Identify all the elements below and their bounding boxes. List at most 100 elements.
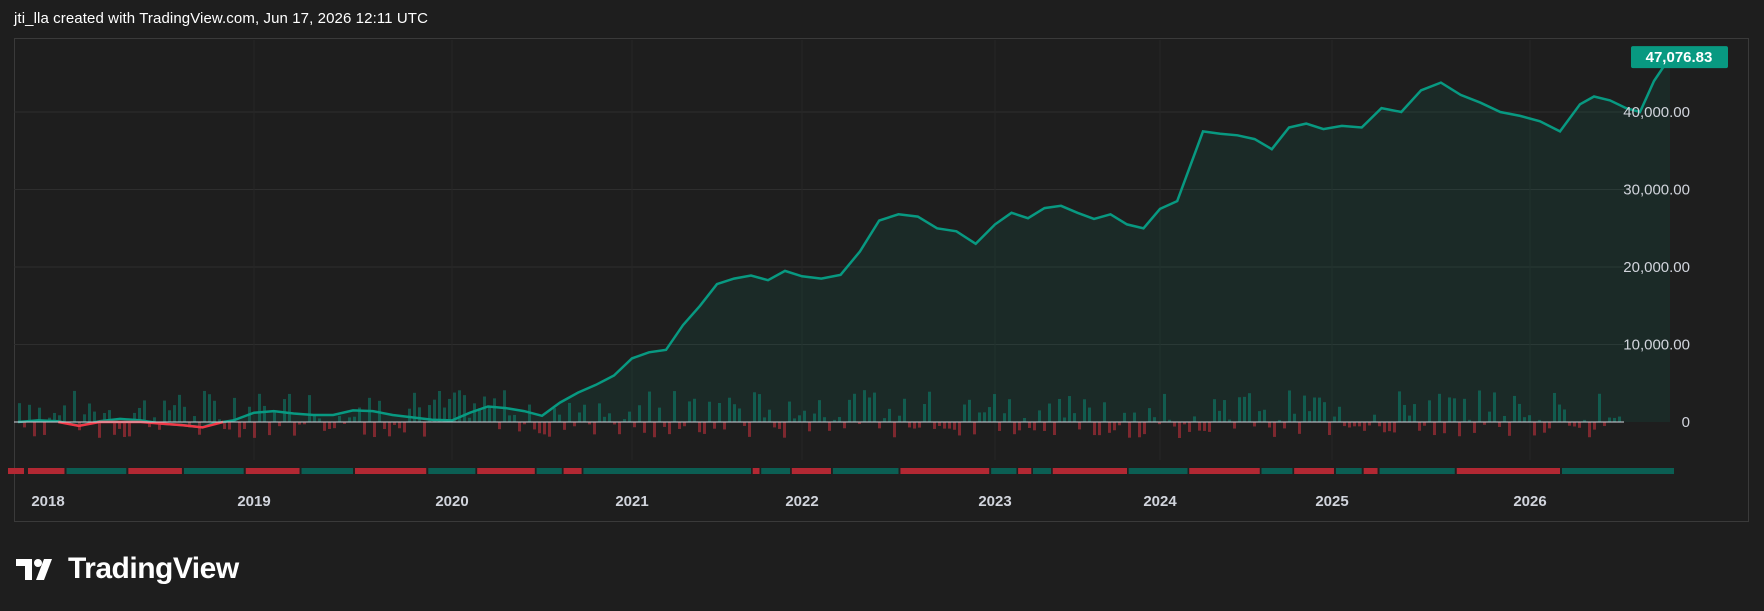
pnl-bar-down <box>198 422 201 435</box>
pnl-bar-down <box>1363 422 1366 431</box>
pnl-bar-down <box>243 422 246 430</box>
pnl-bar-up <box>163 400 166 422</box>
pnl-bar-up <box>203 390 206 422</box>
equity-area <box>18 57 1670 428</box>
pnl-bar-up <box>1218 410 1221 422</box>
pnl-bar-down <box>643 422 646 433</box>
pnl-bar-up <box>1413 404 1416 422</box>
pnl-bar-down <box>698 422 701 433</box>
pnl-bar-down <box>423 422 426 437</box>
pnl-bar-up <box>208 394 211 422</box>
pnl-bar-down <box>668 422 671 435</box>
pnl-bar-down <box>683 422 686 427</box>
period-segment-down <box>1294 468 1334 474</box>
pnl-bar-up <box>1168 419 1171 422</box>
x-tick-label: 2023 <box>978 493 1011 510</box>
pnl-bar-down <box>1543 422 1546 433</box>
pnl-bar-down <box>588 422 591 425</box>
pnl-bar-down <box>333 422 336 429</box>
pnl-bar-up <box>63 405 66 422</box>
pnl-bar-down <box>1433 422 1436 436</box>
pnl-bar-up <box>1598 393 1601 422</box>
pnl-bar-up <box>1553 392 1556 422</box>
tradingview-logo[interactable]: TradingView <box>16 552 239 586</box>
pnl-bar-down <box>1348 422 1351 428</box>
pnl-bar-up <box>143 400 146 422</box>
pnl-bar-down <box>858 422 861 425</box>
pnl-bar-up <box>1518 403 1521 422</box>
period-segment-up <box>583 468 751 474</box>
pnl-bar-up <box>803 410 806 422</box>
pnl-bar-down <box>773 422 776 428</box>
pnl-bar-down <box>383 422 386 430</box>
pnl-bar-up <box>1103 402 1106 422</box>
pnl-bar-up <box>338 415 341 422</box>
pnl-bar-up <box>273 412 276 422</box>
pnl-bar-down <box>298 422 301 425</box>
pnl-bar-down <box>1548 422 1551 429</box>
period-segment-up <box>1335 468 1362 474</box>
pnl-bar-up <box>928 391 931 422</box>
x-tick-label: 2018 <box>31 493 64 510</box>
period-segment-down <box>752 468 760 474</box>
pnl-bar-down <box>743 422 746 426</box>
brand-name: TradingView <box>68 552 239 585</box>
pnl-bar-up <box>358 407 361 422</box>
pnl-bar-down <box>228 422 231 430</box>
pnl-bar-down <box>1138 422 1141 438</box>
period-segment-down <box>28 468 65 474</box>
pnl-bar-down <box>1593 422 1596 430</box>
pnl-bar-up <box>448 398 451 422</box>
period-segment-down <box>245 468 300 474</box>
pnl-bar-up <box>1558 404 1561 422</box>
pnl-bar-up <box>1608 417 1611 422</box>
period-segment-down <box>1456 468 1560 474</box>
pnl-bar-down <box>703 422 706 434</box>
period-segment-down <box>1052 468 1127 474</box>
pnl-bar-down <box>1483 422 1486 425</box>
pnl-bar-up <box>693 398 696 422</box>
pnl-bar-up <box>1468 419 1471 422</box>
pnl-bar-down <box>918 422 921 428</box>
pnl-bar-up <box>1068 396 1071 422</box>
pnl-bar-up <box>1258 411 1261 422</box>
pnl-bar-up <box>213 400 216 422</box>
pnl-bar-up <box>1503 415 1506 422</box>
pnl-bar-up <box>318 418 321 422</box>
pnl-bar-up <box>1148 408 1151 422</box>
pnl-bar-down <box>1158 422 1161 425</box>
pnl-bar-up <box>1403 404 1406 422</box>
pnl-bar-down <box>343 422 346 425</box>
pnl-bar-up <box>133 412 136 422</box>
x-axis-labels: 2018 2019 2020 2021 2022 2023 2024 2025 2026 <box>31 493 1546 510</box>
pnl-bar-down <box>1578 422 1581 428</box>
pnl-bar-down <box>1423 422 1426 426</box>
pnl-bar-up <box>258 393 261 422</box>
pnl-bar-down <box>328 422 331 429</box>
pnl-bar-down <box>1203 422 1206 431</box>
pnl-bar-up <box>873 392 876 422</box>
pnl-bar-up <box>1278 419 1281 422</box>
pnl-bar-up <box>1373 414 1376 422</box>
pnl-bar-up <box>1478 390 1481 422</box>
pnl-bar-down <box>223 422 226 430</box>
equity-line <box>17 56 1672 429</box>
pnl-bar-up <box>1563 409 1566 422</box>
pnl-bar-up <box>193 416 196 422</box>
pnl-bar-down <box>1253 422 1256 427</box>
pnl-bar-down <box>98 422 101 438</box>
pnl-bar-down <box>1588 422 1591 438</box>
pnl-bar-up <box>1008 399 1011 422</box>
pnl-bar-up <box>868 397 871 422</box>
pnl-bar-down <box>678 422 681 429</box>
pnl-bar-down <box>663 422 666 427</box>
pnl-bar-down <box>613 422 616 425</box>
pnl-bar-down <box>843 422 846 429</box>
pnl-bar-up <box>513 414 516 422</box>
pnl-bar-up <box>1613 417 1616 422</box>
pnl-bar-down <box>1603 422 1606 427</box>
pnl-bar-down <box>303 422 306 425</box>
pnl-bar-down <box>563 422 566 430</box>
period-segment-down <box>477 468 535 474</box>
